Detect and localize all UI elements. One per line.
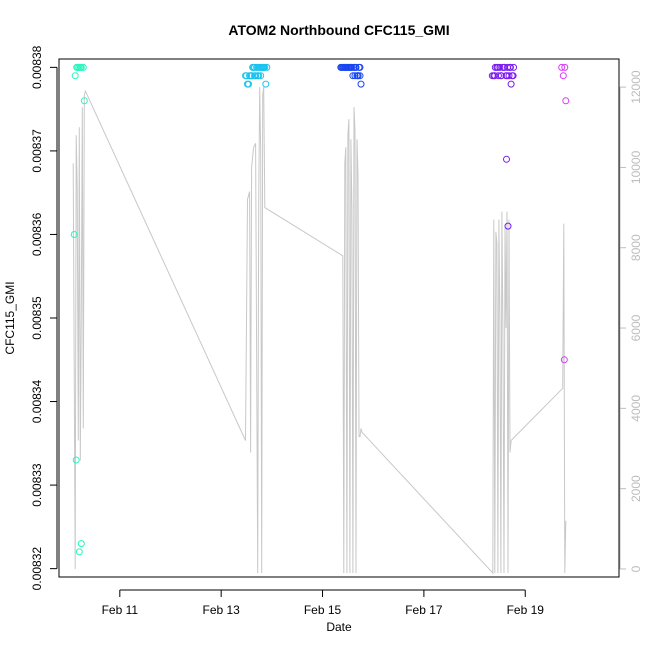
data-point [357, 80, 365, 88]
data-point [510, 63, 518, 71]
data-point [349, 72, 357, 80]
data-point [255, 72, 263, 80]
data-point [245, 80, 252, 88]
data-point [558, 63, 566, 71]
data-point [80, 97, 88, 105]
data-point [262, 80, 270, 88]
data-point [251, 63, 259, 71]
x-tick-label: Feb 19 [507, 603, 545, 617]
data-point [249, 63, 257, 71]
data-point [356, 63, 364, 71]
data-point [507, 80, 515, 88]
chart-title: ATOM2 Northbound CFC115_GMI [228, 22, 449, 38]
secondary-y-axis: 0 2000 4000 6000 8000 10000 12000 [619, 70, 643, 572]
data-point [341, 63, 349, 71]
x-tick-label: Feb 13 [202, 603, 240, 617]
x-tick-label: Feb 11 [102, 603, 139, 617]
data-point [257, 72, 265, 80]
data-point [503, 155, 510, 163]
data-point [351, 72, 359, 80]
data-point [77, 63, 85, 71]
data-point [506, 63, 514, 71]
data-point [505, 72, 513, 80]
secondary-series-line [72, 87, 567, 575]
data-point [72, 456, 80, 464]
x-tick-label: Feb 15 [304, 603, 342, 617]
secondary-y-tick-label: 4000 [629, 395, 643, 422]
y-tick-label: 0.00837 [30, 129, 44, 173]
y-axis: 0.00832 0.00833 0.00834 0.00835 0.00836 0.008… [30, 45, 58, 591]
data-point [71, 72, 79, 80]
data-point [561, 63, 569, 71]
data-point [504, 222, 512, 230]
plot-frame [58, 58, 620, 578]
y-tick-label: 0.00836 [30, 212, 44, 256]
data-point [248, 72, 256, 80]
data-point [260, 63, 268, 71]
data-point [73, 63, 81, 71]
data-point [263, 63, 271, 71]
secondary-y-tick-label: 0 [629, 565, 643, 572]
data-point [509, 72, 517, 80]
data-point [77, 540, 85, 548]
data-point [494, 72, 502, 80]
secondary-line-layer [72, 87, 567, 575]
y-tick-label: 0.00838 [30, 45, 44, 89]
data-point [243, 72, 250, 80]
data-point [559, 72, 567, 80]
x-tick-label: Feb 17 [405, 603, 443, 617]
data-point [346, 63, 354, 71]
data-point [354, 72, 362, 80]
x-axis-label: Date [326, 620, 352, 634]
secondary-y-tick-label: 2000 [629, 475, 643, 502]
y-axis-label: CFC115_GMI [3, 281, 17, 354]
points-layer [70, 63, 570, 556]
secondary-y-tick-label: 6000 [629, 314, 643, 341]
data-point [70, 231, 78, 238]
secondary-y-tick-label: 8000 [629, 234, 643, 261]
secondary-y-tick-label: 10000 [629, 150, 643, 184]
y-tick-label: 0.00832 [30, 547, 44, 591]
y-tick-label: 0.00833 [30, 463, 44, 507]
data-point [562, 97, 570, 105]
data-point [496, 63, 504, 71]
data-point [560, 356, 568, 364]
data-point [75, 548, 83, 556]
data-point [75, 63, 83, 71]
y-tick-label: 0.00834 [30, 380, 44, 424]
data-point [356, 72, 364, 80]
x-axis: Feb 11 Feb 13 Feb 15 Feb 17 Feb 19 [102, 589, 545, 617]
secondary-y-tick-label: 12000 [629, 70, 643, 104]
y-tick-label: 0.00835 [30, 296, 44, 340]
